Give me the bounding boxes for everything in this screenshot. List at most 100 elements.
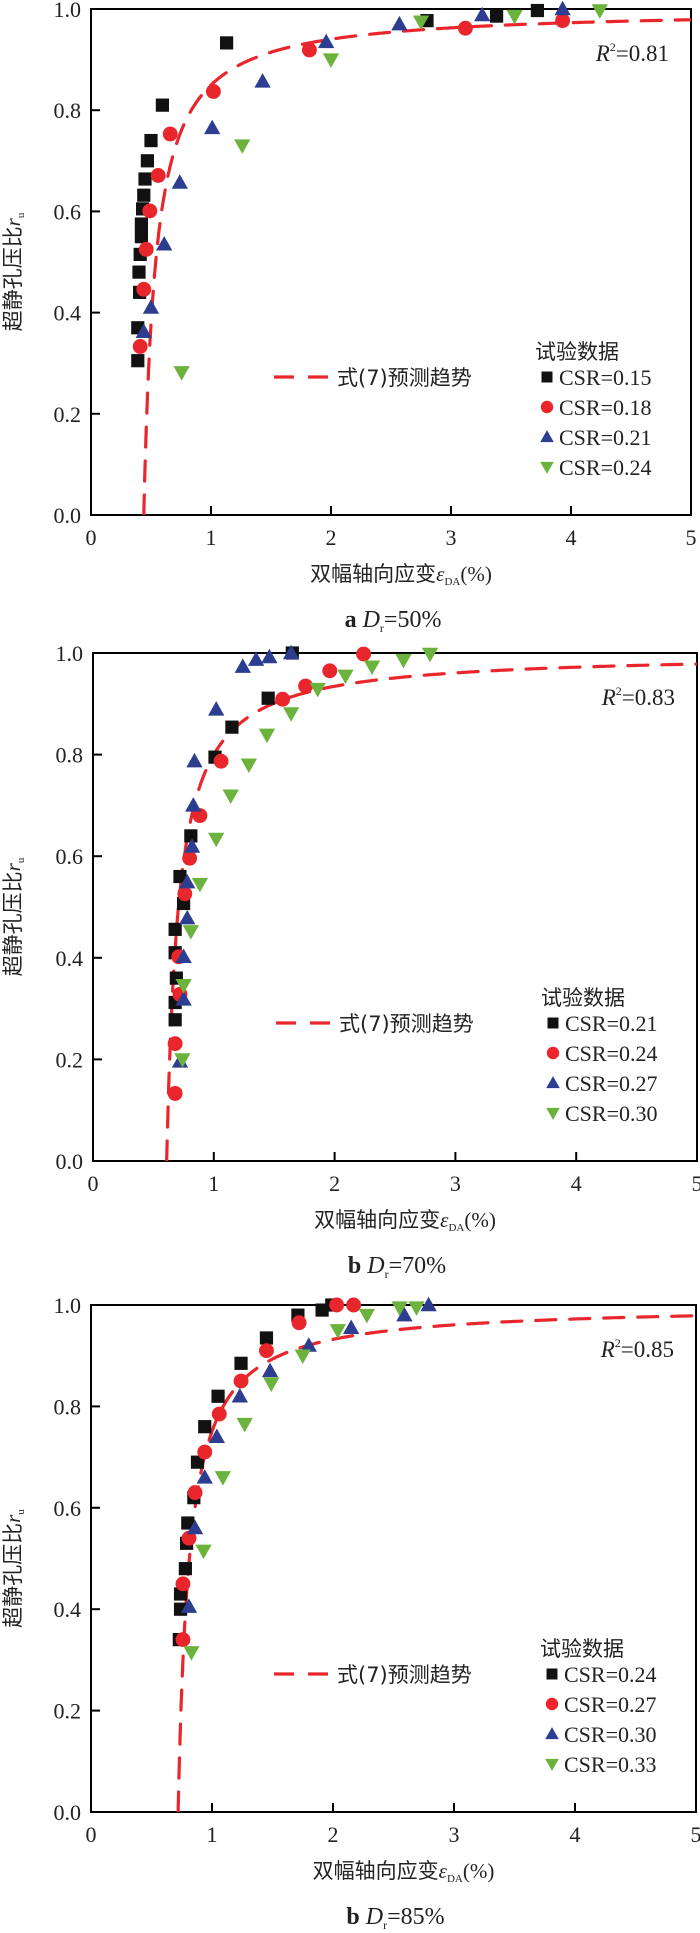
data-point-triangle_down xyxy=(195,1544,212,1560)
r-squared-annotation: R2=0.85 xyxy=(600,1336,674,1362)
panel-caption: b Dr=85% xyxy=(346,1904,444,1932)
plot-frame xyxy=(92,652,698,1162)
data-point-circle xyxy=(142,203,158,219)
y-axis-label-var: r xyxy=(1,1514,25,1523)
y-tick-label: 0.8 xyxy=(54,1394,82,1419)
data-point-square xyxy=(138,172,152,186)
data-point-triangle_down xyxy=(391,1301,408,1316)
caption-var: D xyxy=(366,1253,384,1279)
data-point-triangle_down xyxy=(234,139,251,154)
legend-marker-triangle_down xyxy=(540,461,554,474)
x-axis-label-text: 双幅轴向应变 xyxy=(310,562,436,586)
data-point-triangle_up xyxy=(204,119,221,135)
legend-label: CSR=0.27 xyxy=(565,1071,658,1096)
series-triangle_up xyxy=(135,0,571,339)
data-point-triangle_down xyxy=(506,9,523,25)
data-point-circle xyxy=(205,84,221,99)
data-point-circle xyxy=(150,168,166,183)
x-tick-label: 1 xyxy=(206,525,217,550)
data-point-triangle_down xyxy=(309,682,326,698)
data-point-circle xyxy=(182,850,198,866)
r-squared-exponent: 2 xyxy=(615,1336,621,1350)
series-triangle_down xyxy=(174,647,439,1068)
data-point-circle xyxy=(301,42,317,58)
legend-marker-square xyxy=(547,1017,559,1029)
y-tick-label: 0.4 xyxy=(54,1597,82,1622)
y-tick-label: 1.0 xyxy=(56,641,84,666)
x-axis-label-sub: DA xyxy=(444,576,460,588)
data-point-triangle_up xyxy=(474,6,491,22)
data-point-triangle_down xyxy=(294,1349,311,1364)
x-axis-label-unit: (%) xyxy=(464,1208,495,1232)
data-point-square xyxy=(234,1356,248,1370)
y-axis-label: 超静孔压比ru xyxy=(1,212,27,331)
data-point-circle xyxy=(555,13,571,29)
data-point-triangle_down xyxy=(337,669,354,685)
legend-label: CSR=0.24 xyxy=(564,1662,657,1687)
data-point-circle xyxy=(192,808,208,823)
legend-marker-triangle_up xyxy=(540,430,554,443)
data-point-triangle_up xyxy=(247,651,265,666)
legend-label: CSR=0.21 xyxy=(565,1011,658,1036)
r-squared-exponent: 2 xyxy=(610,40,616,54)
y-tick-label: 0.8 xyxy=(54,98,82,123)
y-tick-label: 0.2 xyxy=(54,402,82,427)
data-point-square xyxy=(137,188,151,202)
series-triangle_down xyxy=(173,4,608,381)
data-point-circle xyxy=(275,691,291,707)
r-squared-value: =0.83 xyxy=(622,685,675,710)
x-axis-label: 双幅轴向应变εDA(%) xyxy=(313,1859,495,1885)
legend-label: CSR=0.30 xyxy=(565,1101,658,1126)
data-point-square xyxy=(144,133,158,148)
legend-marker-triangle_up xyxy=(546,1076,560,1089)
r-squared-exponent: 2 xyxy=(616,684,622,698)
r-squared-symbol: R xyxy=(601,685,616,710)
data-point-triangle_up xyxy=(179,873,196,889)
x-axis-label-var: ε xyxy=(439,1859,448,1883)
data-point-triangle_up xyxy=(391,15,408,31)
data-point-triangle_down xyxy=(408,1301,425,1316)
y-tick-label: 0.6 xyxy=(56,844,84,869)
chart-panel-3: 0 1 2 3 4 50.00.20.40.60.81.0超静孔压比ru双幅轴向应变εDA… xyxy=(1,1293,700,1932)
data-point-square xyxy=(530,3,544,18)
x-tick-label: 5 xyxy=(691,1822,700,1847)
data-point-circle xyxy=(136,281,152,297)
legend-label: CSR=0.27 xyxy=(564,1692,657,1717)
x-tick-label: 3 xyxy=(450,1171,461,1196)
caption-sub: r xyxy=(380,621,384,635)
legend-title: 试验数据 xyxy=(541,986,625,1010)
data-point-triangle_down xyxy=(322,53,340,68)
legend-label: CSR=0.15 xyxy=(559,365,652,390)
series-triangle_up xyxy=(171,644,300,1068)
x-tick-label: 2 xyxy=(328,1822,339,1847)
data-point-triangle_down xyxy=(258,728,276,744)
data-point-square xyxy=(168,922,182,936)
r-squared-annotation: R2=0.81 xyxy=(595,40,669,66)
x-tick-label: 0 xyxy=(86,525,97,550)
panel-caption: b Dr=70% xyxy=(348,1253,446,1281)
x-tick-label: 4 xyxy=(566,525,577,550)
legend-title: 试验数据 xyxy=(540,1637,624,1661)
r-squared-symbol: R xyxy=(595,41,610,66)
chart-panel-1: 0 1 2 3 4 50.00.20.40.60.81.0超静孔压比ru双幅轴向应变εDA… xyxy=(1,0,697,635)
data-point-triangle_up xyxy=(179,909,196,925)
data-point-triangle_up xyxy=(180,1598,198,1613)
legend-marker-circle xyxy=(545,1697,559,1711)
data-point-square xyxy=(225,720,239,734)
data-point-square xyxy=(155,98,169,112)
data-point-triangle_up xyxy=(135,323,152,339)
x-tick-label: 4 xyxy=(571,1171,582,1196)
y-tick-label: 1.0 xyxy=(54,0,82,22)
data-point-triangle_down xyxy=(183,1646,200,1661)
x-tick-label: 0 xyxy=(88,1171,99,1196)
data-point-triangle_down xyxy=(240,758,257,774)
data-point-circle xyxy=(181,1530,197,1546)
data-point-square xyxy=(168,1013,182,1027)
data-point-triangle_up xyxy=(261,1362,279,1378)
data-point-circle xyxy=(322,663,338,679)
data-point-triangle_down xyxy=(358,1308,376,1324)
x-tick-label: 1 xyxy=(207,1822,218,1847)
legend-curve-label: 式(7)预测趋势 xyxy=(337,1663,472,1687)
x-axis-label-sub: DA xyxy=(447,1873,463,1885)
